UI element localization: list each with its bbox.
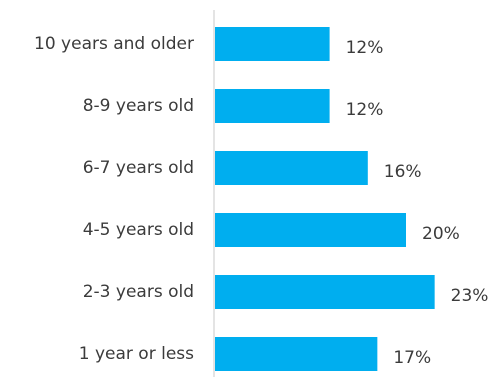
category-label: 10 years and older — [34, 34, 194, 54]
value-labels-layer: 12% 12% 16% 20% 23% 17% — [346, 38, 489, 368]
bars-layer — [215, 27, 435, 371]
category-label: 1 year or less — [79, 344, 194, 364]
category-label: 6-7 years old — [83, 158, 194, 178]
value-label: 12% — [346, 38, 384, 58]
bar — [215, 337, 378, 371]
value-label: 17% — [393, 348, 431, 368]
bar — [215, 275, 435, 309]
bar — [215, 27, 330, 61]
category-label: 4-5 years old — [83, 220, 194, 240]
category-labels-layer: 10 years and older 8-9 years old 6-7 years… — [34, 34, 194, 364]
value-label: 12% — [346, 100, 384, 120]
value-label: 16% — [384, 162, 422, 182]
category-label: 8-9 years old — [83, 96, 194, 116]
category-label: 2-3 years old — [83, 282, 194, 302]
bar — [215, 213, 406, 247]
bar — [215, 89, 330, 123]
value-label: 23% — [451, 286, 489, 306]
value-label: 20% — [422, 224, 460, 244]
bar — [215, 151, 368, 185]
